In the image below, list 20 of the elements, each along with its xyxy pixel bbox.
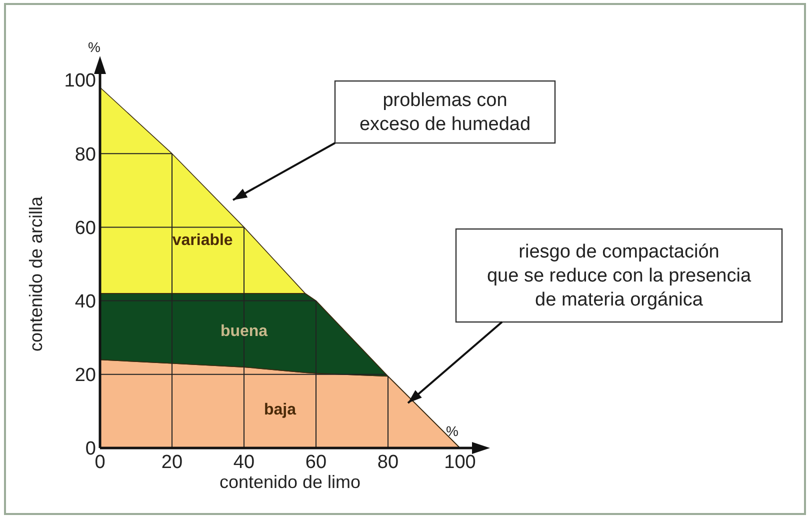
series-label: buena bbox=[220, 322, 268, 340]
y-tick-label: 100 bbox=[64, 70, 96, 92]
text: % bbox=[88, 39, 100, 55]
x-tick-label: 80 bbox=[377, 452, 399, 473]
text: riesgo de compactación que se reduce con la presencia de materia orgánica bbox=[486, 242, 752, 310]
y-tick-label: 40 bbox=[74, 291, 96, 312]
annotation: problemas con exceso de humedad bbox=[359, 90, 531, 135]
y-tick-label: 20 bbox=[74, 365, 96, 386]
x-tick-label: 40 bbox=[233, 452, 255, 473]
series-label: baja bbox=[264, 402, 296, 419]
x-tick-label: 20 bbox=[161, 452, 183, 473]
x-axis-title: contenido de limo bbox=[219, 472, 361, 492]
annotation: % bbox=[446, 423, 458, 439]
y-tick-label: 0 bbox=[85, 438, 96, 460]
x-tick-label: 100 bbox=[444, 452, 476, 473]
x-tick-label: 60 bbox=[305, 452, 327, 473]
series-label: variable bbox=[172, 232, 233, 249]
y-tick-label: 60 bbox=[74, 218, 96, 239]
y-axis-title: contenido de arcilla bbox=[26, 195, 46, 352]
y-tick-label: 80 bbox=[74, 144, 96, 166]
